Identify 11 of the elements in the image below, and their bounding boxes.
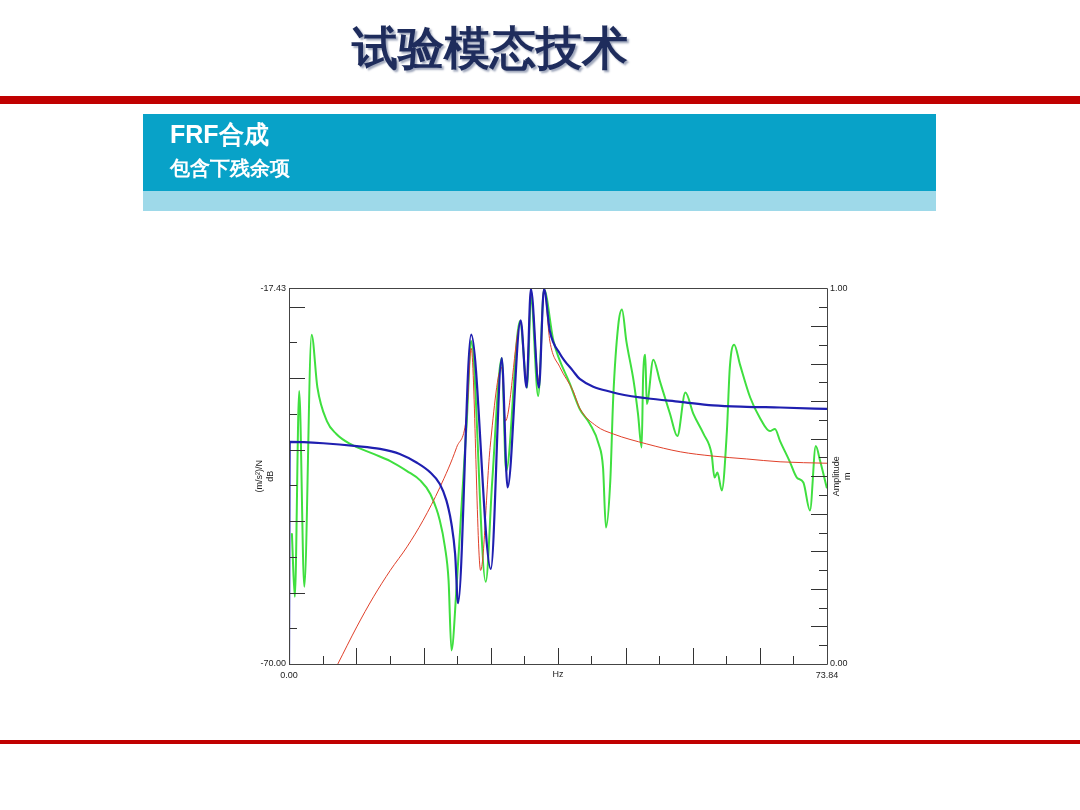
y-tick-label: -17.43	[260, 282, 286, 293]
y2-tick-label: 1.00	[830, 282, 848, 293]
y-tick-label: -70.00	[260, 658, 286, 669]
chart-subtitle: FRF合成	[170, 119, 269, 150]
text: 包含下残余项	[170, 156, 290, 181]
y2-axis-title: Amplitude m	[831, 456, 853, 497]
y2-tick-label: 0.00	[830, 658, 848, 669]
x-axis-title: Hz	[552, 669, 564, 680]
y-axis-title: (m/s²)/N dB	[253, 459, 275, 493]
chart-title: 试验模态技术	[350, 20, 629, 77]
x-tick-label: 73.84	[815, 669, 839, 680]
